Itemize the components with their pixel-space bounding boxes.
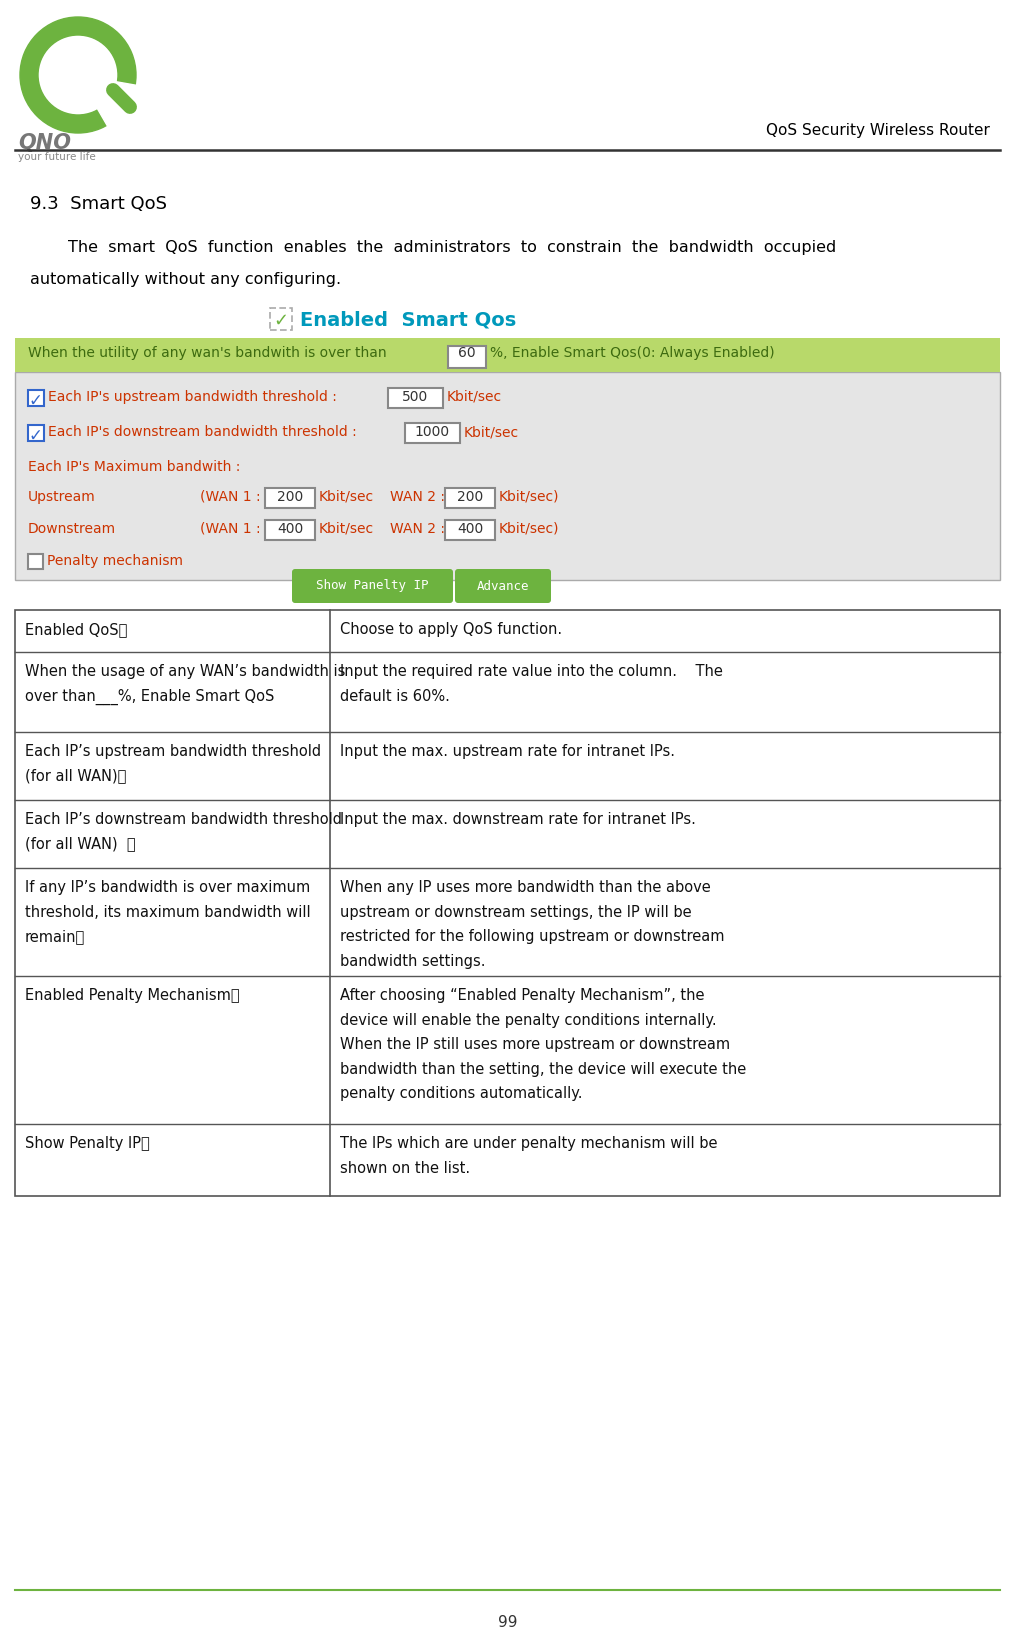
Text: QNO: QNO [18,132,71,153]
Bar [445,488,495,508]
Text: Each IP’s downstream bandwidth threshold
(for all WAN)  ：: Each IP’s downstream bandwidth threshold… [25,813,342,852]
Text: ✓: ✓ [273,312,288,330]
Text: Enabled Penalty Mechanism：: Enabled Penalty Mechanism： [25,987,240,1004]
Bar [265,521,315,540]
Text: WAN 2 :: WAN 2 : [390,522,445,535]
Text: automatically without any configuring.: automatically without any configuring. [30,273,341,287]
Text: 200: 200 [277,490,303,504]
Text: your future life: your future life [18,152,95,162]
Bar [15,610,1000,1196]
Bar [28,390,44,406]
Text: Kbit/sec: Kbit/sec [319,522,375,535]
Bar [28,553,43,570]
Text: (WAN 1 :: (WAN 1 : [200,522,261,535]
Bar [445,521,495,540]
FancyBboxPatch shape [455,570,551,602]
Text: %, Enable Smart Qos(0: Always Enabled): %, Enable Smart Qos(0: Always Enabled) [490,346,774,361]
Text: Kbit/sec): Kbit/sec) [499,522,559,535]
Text: Each IP’s upstream bandwidth threshold
(for all WAN)：: Each IP’s upstream bandwidth threshold (… [25,744,321,783]
Text: Upstream: Upstream [28,490,95,504]
Text: When any IP uses more bandwidth than the above
upstream or downstream settings, : When any IP uses more bandwidth than the… [340,880,725,969]
Text: 1000: 1000 [415,424,450,439]
Text: Downstream: Downstream [28,522,116,535]
Text: The  smart  QoS  function  enables  the  administrators  to  constrain  the  ban: The smart QoS function enables the admin… [68,240,836,255]
Text: 9.3  Smart QoS: 9.3 Smart QoS [30,194,167,214]
Bar [15,372,1000,579]
Text: Each IP's Maximum bandwith :: Each IP's Maximum bandwith : [28,460,241,473]
Text: Enabled QoS：: Enabled QoS： [25,622,127,636]
Text: Kbit/sec: Kbit/sec [447,390,502,405]
Text: Each IP's upstream bandwidth threshold :: Each IP's upstream bandwidth threshold : [48,390,337,405]
Text: Input the required rate value into the column.    The
default is 60%.: Input the required rate value into the c… [340,664,723,703]
Text: (WAN 1 :: (WAN 1 : [200,490,261,504]
Bar [15,338,1000,372]
Bar [448,346,486,367]
Text: When the usage of any WAN’s bandwidth is
over than___%, Enable Smart QoS: When the usage of any WAN’s bandwidth is… [25,664,345,705]
Text: QoS Security Wireless Router: QoS Security Wireless Router [766,122,990,139]
Text: Kbit/sec): Kbit/sec) [499,490,559,504]
FancyBboxPatch shape [292,570,453,602]
Text: ✓: ✓ [29,392,43,410]
Text: 99: 99 [497,1616,518,1630]
Text: The IPs which are under penalty mechanism will be
shown on the list.: The IPs which are under penalty mechanis… [340,1136,718,1175]
Wedge shape [78,75,139,129]
Bar [28,424,44,441]
Bar [265,488,315,508]
Text: After choosing “Enabled Penalty Mechanism”, the
device will enable the penalty c: After choosing “Enabled Penalty Mechanis… [340,987,746,1102]
Text: If any IP’s bandwidth is over maximum
threshold, its maximum bandwidth will
rema: If any IP’s bandwidth is over maximum th… [25,880,311,945]
Text: ✓: ✓ [29,428,43,446]
Bar [270,308,292,330]
Text: 200: 200 [457,490,483,504]
Text: 400: 400 [277,522,303,535]
Text: Show Panelty IP: Show Panelty IP [317,579,428,592]
Text: Choose to apply QoS function.: Choose to apply QoS function. [340,622,562,636]
Text: When the utility of any wan's bandwith is over than: When the utility of any wan's bandwith i… [28,346,387,361]
Text: Input the max. downstream rate for intranet IPs.: Input the max. downstream rate for intra… [340,813,696,827]
Bar [405,423,460,442]
Text: Enabled  Smart Qos: Enabled Smart Qos [300,310,517,330]
Text: 60: 60 [458,346,476,361]
Text: 500: 500 [402,390,428,405]
Text: Kbit/sec: Kbit/sec [319,490,375,504]
Text: Kbit/sec: Kbit/sec [464,424,519,439]
Text: 400: 400 [457,522,483,535]
Text: Input the max. upstream rate for intranet IPs.: Input the max. upstream rate for intrane… [340,744,675,759]
Text: Penalty mechanism: Penalty mechanism [47,553,183,568]
Text: Show Penalty IP：: Show Penalty IP： [25,1136,150,1151]
Text: Advance: Advance [477,579,529,592]
Text: WAN 2 :: WAN 2 : [390,490,445,504]
Text: Each IP's downstream bandwidth threshold :: Each IP's downstream bandwidth threshold… [48,424,356,439]
Bar [388,388,443,408]
